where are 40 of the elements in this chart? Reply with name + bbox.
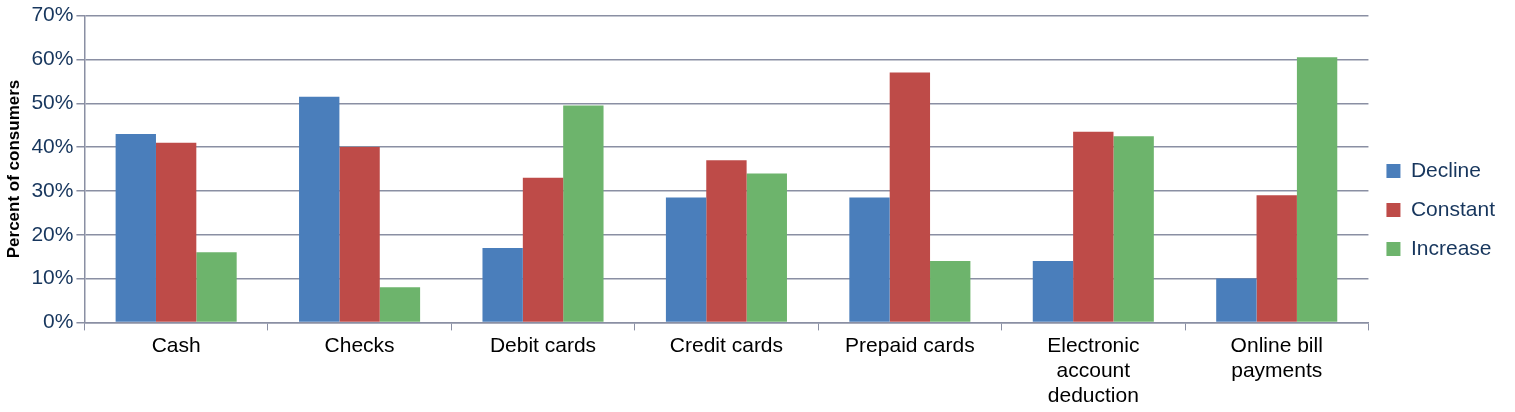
y-tick-label: 20% (31, 221, 74, 245)
bar (1113, 136, 1154, 322)
y-tick-label: 60% (31, 46, 74, 70)
bar (196, 252, 237, 322)
bar (115, 133, 156, 322)
x-tick-label: Credit cards (669, 332, 784, 356)
x-tick-label: Online bill payments (1230, 332, 1323, 381)
bar (482, 247, 523, 322)
x-tick-label: Cash (151, 332, 201, 356)
y-tick-label: 50% (31, 90, 74, 114)
bar (930, 261, 971, 322)
bar (155, 142, 197, 322)
bar (746, 173, 787, 322)
bar (379, 287, 421, 322)
x-tick-label: Debit cards (489, 332, 597, 356)
legend-label: Increase (1410, 235, 1492, 259)
bar (339, 147, 380, 322)
y-tick-label: 70% (31, 2, 74, 26)
x-tick-label: Prepaid cards (845, 332, 975, 356)
y-tick-label: 30% (31, 177, 74, 201)
legend-label: Decline (1410, 157, 1481, 181)
bar (522, 177, 564, 322)
bar (1296, 57, 1338, 322)
x-tick-label: Checks (324, 332, 395, 356)
bar (1256, 195, 1297, 322)
y-tick-label: 0% (43, 309, 74, 333)
bar (849, 197, 890, 322)
bar (706, 160, 747, 322)
bar (563, 105, 604, 322)
bar (1032, 261, 1074, 322)
y-tick-label: 40% (31, 133, 74, 157)
bar (1216, 278, 1257, 322)
bar (889, 72, 931, 322)
y-axis-title: Percent of consumers (3, 79, 23, 259)
bar (1073, 131, 1114, 322)
x-tick-label: Electronic account deduction (1047, 332, 1140, 407)
y-tick-label: 10% (31, 265, 74, 289)
bar (665, 197, 707, 322)
legend-label: Constant (1410, 196, 1496, 220)
bar (299, 96, 340, 322)
